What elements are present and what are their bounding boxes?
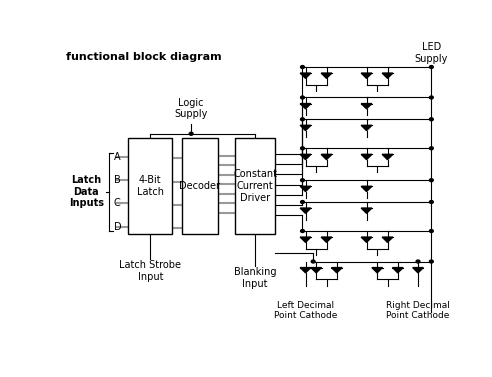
Circle shape [430,201,433,204]
Polygon shape [300,104,311,109]
Polygon shape [361,73,372,78]
Text: Right Decimal
Point Cathode: Right Decimal Point Cathode [386,301,450,320]
Circle shape [189,132,193,135]
Polygon shape [393,268,403,273]
Text: 4-Bit
Latch: 4-Bit Latch [137,175,164,197]
FancyBboxPatch shape [235,138,275,234]
Circle shape [430,96,433,99]
Circle shape [301,230,305,233]
Circle shape [311,260,315,263]
Text: D: D [114,222,122,232]
Polygon shape [321,154,332,159]
Circle shape [430,66,433,69]
Circle shape [301,96,305,99]
Polygon shape [361,125,372,130]
Polygon shape [382,237,393,242]
Circle shape [430,118,433,121]
Circle shape [430,230,433,233]
Text: LED
Supply: LED Supply [415,42,448,64]
Polygon shape [361,104,372,109]
Polygon shape [361,208,372,213]
Polygon shape [361,154,372,159]
Polygon shape [300,237,311,242]
Text: Logic
Supply: Logic Supply [175,98,208,119]
Circle shape [430,147,433,150]
Polygon shape [300,208,311,213]
Polygon shape [382,73,393,78]
Text: Constant
Current
Driver: Constant Current Driver [233,169,277,202]
Text: functional block diagram: functional block diagram [66,52,222,61]
Text: Latch
Data
Inputs: Latch Data Inputs [69,175,104,208]
Polygon shape [300,73,311,78]
Circle shape [416,260,420,263]
Text: Left Decimal
Point Cathode: Left Decimal Point Cathode [274,301,337,320]
Polygon shape [413,268,423,273]
Circle shape [301,66,305,69]
Circle shape [301,118,305,121]
Circle shape [301,201,305,204]
Text: Decoder: Decoder [179,181,220,191]
Polygon shape [372,268,383,273]
Text: A: A [114,152,121,162]
Polygon shape [300,154,311,159]
Polygon shape [300,125,311,130]
Text: B: B [114,175,121,185]
FancyBboxPatch shape [182,138,218,234]
Text: Blanking
Input: Blanking Input [234,267,277,289]
Circle shape [301,179,305,182]
Polygon shape [332,268,342,273]
FancyBboxPatch shape [128,138,172,234]
Text: Latch Strobe
Input: Latch Strobe Input [120,260,182,282]
Polygon shape [361,237,372,242]
Polygon shape [382,154,393,159]
Polygon shape [300,186,311,192]
Text: C: C [114,198,121,208]
Polygon shape [311,268,322,273]
Polygon shape [321,237,332,242]
Circle shape [301,147,305,150]
Polygon shape [300,268,311,273]
Polygon shape [361,186,372,192]
Polygon shape [321,73,332,78]
Circle shape [430,260,433,263]
Circle shape [430,179,433,182]
